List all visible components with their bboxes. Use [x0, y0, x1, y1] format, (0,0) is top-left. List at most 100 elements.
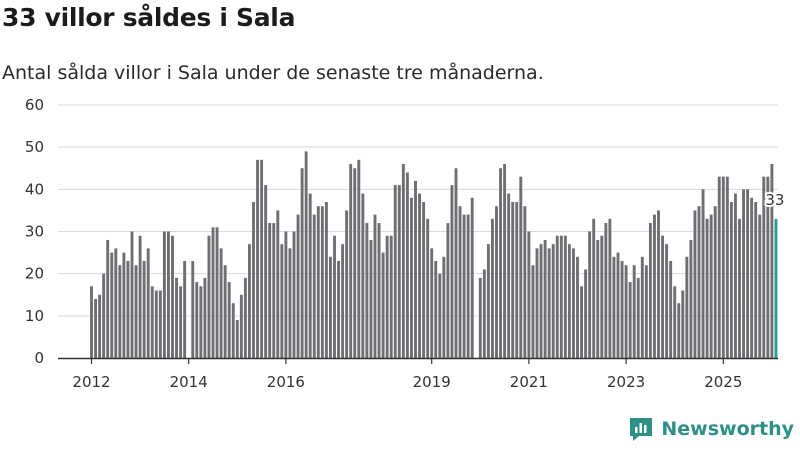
bar: [519, 176, 523, 358]
bar: [239, 294, 243, 358]
bar: [162, 231, 166, 358]
chart-subtitle: Antal sålda villor i Sala under de senas…: [2, 62, 544, 84]
bar: [211, 227, 215, 358]
bar: [608, 218, 612, 358]
bar: [478, 277, 482, 358]
bar: [750, 197, 754, 358]
bar: [725, 176, 729, 358]
bar: [292, 231, 296, 358]
bar: [705, 218, 709, 358]
bar: [341, 244, 345, 358]
brand-logo[interactable]: Newsworthy: [627, 414, 794, 444]
bar: [134, 265, 138, 358]
bar: [685, 256, 689, 358]
y-tick-label: 60: [25, 96, 44, 114]
bar: [304, 151, 308, 358]
bar: [515, 201, 519, 358]
bar: [349, 164, 353, 358]
bar: [640, 256, 644, 358]
bar: [154, 290, 158, 358]
bar: [738, 218, 741, 358]
x-tick-label: 2019: [413, 373, 451, 391]
bar: [231, 303, 235, 358]
bar: [381, 252, 385, 358]
bar: [612, 256, 616, 358]
bar: [693, 210, 697, 358]
bar: [470, 197, 474, 358]
bar: [596, 239, 600, 358]
bar: [422, 201, 426, 358]
bar: [734, 193, 737, 358]
bar: [219, 248, 223, 358]
bar: [333, 235, 336, 358]
bar: [401, 164, 405, 358]
bar: [122, 252, 126, 358]
bar: [337, 261, 340, 358]
bar: [243, 277, 247, 358]
bar: [183, 261, 187, 358]
bar: [466, 214, 470, 358]
y-tick-label: 40: [25, 180, 44, 198]
bar: [491, 218, 494, 358]
chart-title: 33 villor såldes i Sala: [2, 3, 296, 32]
bar: [280, 244, 284, 358]
labels: 0 10 20 30 40 50 60 33 2012 2014 2016 2019 2021 2023 2…: [25, 96, 787, 391]
bar: [503, 164, 507, 358]
bar: [195, 282, 199, 358]
bar: [527, 231, 531, 358]
bar: [551, 244, 555, 358]
bar: [167, 231, 170, 358]
bar: [142, 261, 146, 358]
bar: [199, 286, 203, 358]
bar: [442, 256, 446, 358]
bar: [620, 261, 624, 358]
bar: [669, 261, 673, 358]
bar: [385, 235, 389, 358]
bar: [126, 261, 130, 358]
bar: [758, 214, 762, 358]
bar: [507, 193, 511, 358]
bar: [130, 231, 134, 358]
bar: [446, 223, 450, 358]
bar: [766, 176, 770, 358]
bar: [397, 185, 401, 358]
bar: [580, 286, 583, 358]
bar: [523, 206, 527, 358]
bar: [329, 256, 332, 358]
bar: [482, 269, 486, 358]
bar-highlight: [774, 218, 778, 358]
bars: [90, 151, 778, 358]
bar: [361, 193, 365, 358]
bar: [616, 252, 620, 358]
bar: [106, 239, 110, 358]
bar: [572, 248, 575, 358]
bar: [324, 201, 328, 358]
bar: [462, 214, 466, 358]
bar: [742, 189, 745, 358]
bar: [547, 248, 551, 358]
bar: [762, 176, 766, 358]
bar: [661, 235, 664, 358]
bar: [312, 214, 316, 358]
bar: [632, 265, 636, 358]
bar: [353, 168, 357, 358]
bar: [543, 239, 547, 358]
y-tick-label: 30: [25, 223, 44, 241]
bar: [677, 303, 681, 358]
newsworthy-logo-icon: [630, 418, 653, 441]
bar: [102, 273, 106, 358]
bar: [235, 320, 239, 358]
bar: [600, 235, 604, 358]
bar: [438, 273, 442, 358]
bar: [316, 206, 320, 358]
bar: [604, 223, 608, 358]
bar: [486, 244, 490, 358]
bar: [665, 244, 669, 358]
bar: [648, 223, 652, 358]
axes: [58, 357, 778, 364]
x-tick-label: 2016: [267, 373, 305, 391]
bar: [624, 265, 628, 358]
brand-name: Newsworthy: [661, 418, 794, 440]
bar: [268, 223, 272, 358]
